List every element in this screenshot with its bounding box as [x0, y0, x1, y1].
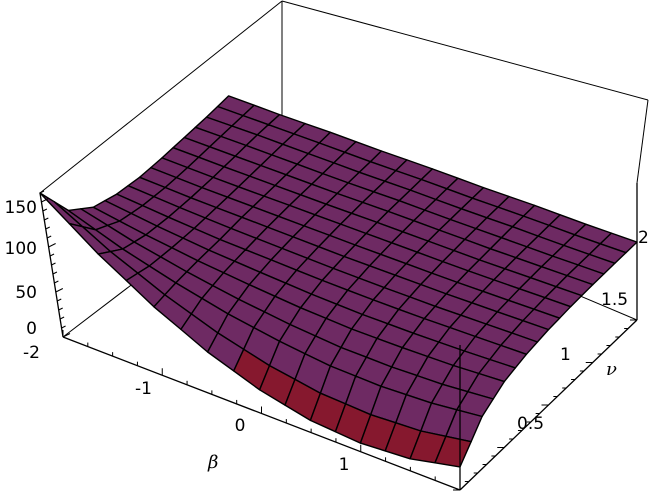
tick-marks	[39, 190, 637, 491]
z-tick-label: 100	[5, 239, 37, 259]
surface-patch	[434, 435, 472, 468]
z-tick	[59, 316, 65, 320]
nu-tick-label: 2	[638, 228, 649, 248]
beta-tick-label: -1	[135, 379, 152, 399]
nu-tick-labels: 0.5 1 1.5 2	[517, 228, 649, 434]
box-edge	[39, 0, 283, 194]
z-tick	[57, 298, 62, 302]
z-tick	[49, 253, 55, 257]
z-tick	[55, 288, 64, 293]
z-tick-label: 50	[15, 283, 37, 303]
z-tick	[58, 307, 63, 311]
nu-axis-label: ν	[606, 359, 617, 380]
box-edge	[281, 0, 649, 101]
nu-tick-label: 0.5	[517, 414, 544, 434]
z-tick	[41, 198, 49, 203]
z-tick	[61, 325, 66, 329]
z-tick-label: 0	[26, 319, 37, 339]
z-tick	[45, 226, 50, 230]
z-tick	[54, 280, 59, 284]
z-tick-label: 150	[5, 198, 37, 218]
z-tick	[42, 208, 48, 212]
z-tick	[39, 190, 45, 194]
beta-tick-label: -2	[23, 343, 40, 363]
beta-axis-label: β	[207, 452, 218, 473]
surface-mesh	[39, 95, 638, 468]
z-tick	[62, 333, 71, 338]
z-tick	[48, 243, 56, 248]
z-tick	[44, 217, 49, 221]
z-tick	[51, 262, 56, 266]
box-edge	[636, 99, 649, 184]
z-tick	[46, 235, 52, 239]
beta-tick-label: 1	[339, 455, 350, 475]
beta-tick-labels: -2 -1 0 1	[23, 343, 349, 475]
z-tick-labels: 0 50 100 150	[5, 198, 37, 339]
nu-tick-label: 1	[560, 345, 571, 365]
z-tick	[52, 271, 58, 275]
nu-tick-label: 1.5	[601, 290, 628, 310]
beta-tick-label: 0	[235, 416, 246, 436]
